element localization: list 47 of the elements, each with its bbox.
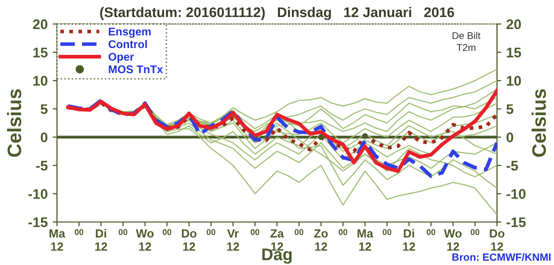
y2-axis-title: Celsius (532, 89, 546, 157)
legend-label: Control (108, 40, 147, 48)
legend-label: Ensgem (108, 28, 151, 38)
x-tick-label: 00 (118, 229, 128, 236)
x-tick-label: 00 (206, 229, 216, 236)
x-tick-label: 00 (250, 229, 260, 236)
legend-label: Oper (108, 52, 134, 63)
y-tick-label: -15 (28, 217, 48, 228)
x-tick-label: 00 (294, 229, 304, 236)
x-tick-label: Do 12 (490, 229, 504, 251)
x-tick-label: Do 12 (182, 229, 196, 251)
y-tick-label: 5 (40, 104, 48, 114)
x-tick-label: Vr 12 (227, 229, 240, 251)
y-tick-label: -5 (36, 160, 48, 171)
y2-tick-label: 10 (506, 76, 521, 86)
chart-title: (Startdatum: 2016011112) Dinsdag 12 Januari 2016 (100, 6, 454, 20)
x-axis-title: Dag (262, 248, 292, 264)
y2-tick-label: -10 (506, 189, 526, 199)
y2-tick-label: 0 (506, 132, 514, 142)
x-tick-label: Ma 12 (50, 229, 66, 251)
y-tick-label: 20 (33, 19, 48, 30)
x-tick-label: Di 12 (95, 228, 108, 251)
x-tick-label: Zo 12 (314, 229, 328, 251)
x-tick-label: Di 12 (403, 228, 416, 251)
y-axis-title: Celsius (6, 89, 22, 157)
y-tick-label: -10 (28, 189, 48, 199)
y2-tick-label: 15 (506, 48, 522, 58)
text: Bron: ECMWF/KNMI (452, 253, 551, 261)
x-tick-label: 00 (74, 229, 84, 236)
y2-tick-label: 20 (506, 19, 521, 30)
x-tick-label: Wo 12 (444, 229, 462, 251)
x-tick-label: 00 (426, 229, 436, 236)
y2-tick-label: 5 (506, 104, 514, 114)
y-tick-label: 0 (40, 132, 48, 142)
legend-label: MOS TnTx (108, 65, 163, 74)
x-tick-label: Wo 12 (136, 229, 154, 251)
x-tick-label: 00 (382, 229, 392, 236)
x-tick-label: Za 12 (270, 229, 284, 251)
y-tick-label: 10 (33, 76, 48, 86)
y2-tick-label: -15 (506, 217, 526, 228)
y-tick-label: 15 (33, 48, 48, 58)
x-tick-label: 00 (470, 229, 480, 236)
x-tick-label: 00 (162, 229, 172, 236)
y2-tick-label: -5 (506, 160, 518, 171)
annotation: De Bilt T2m (452, 32, 480, 51)
x-tick-label: 00 (338, 229, 348, 236)
x-tick-label: Ma 12 (358, 229, 374, 251)
